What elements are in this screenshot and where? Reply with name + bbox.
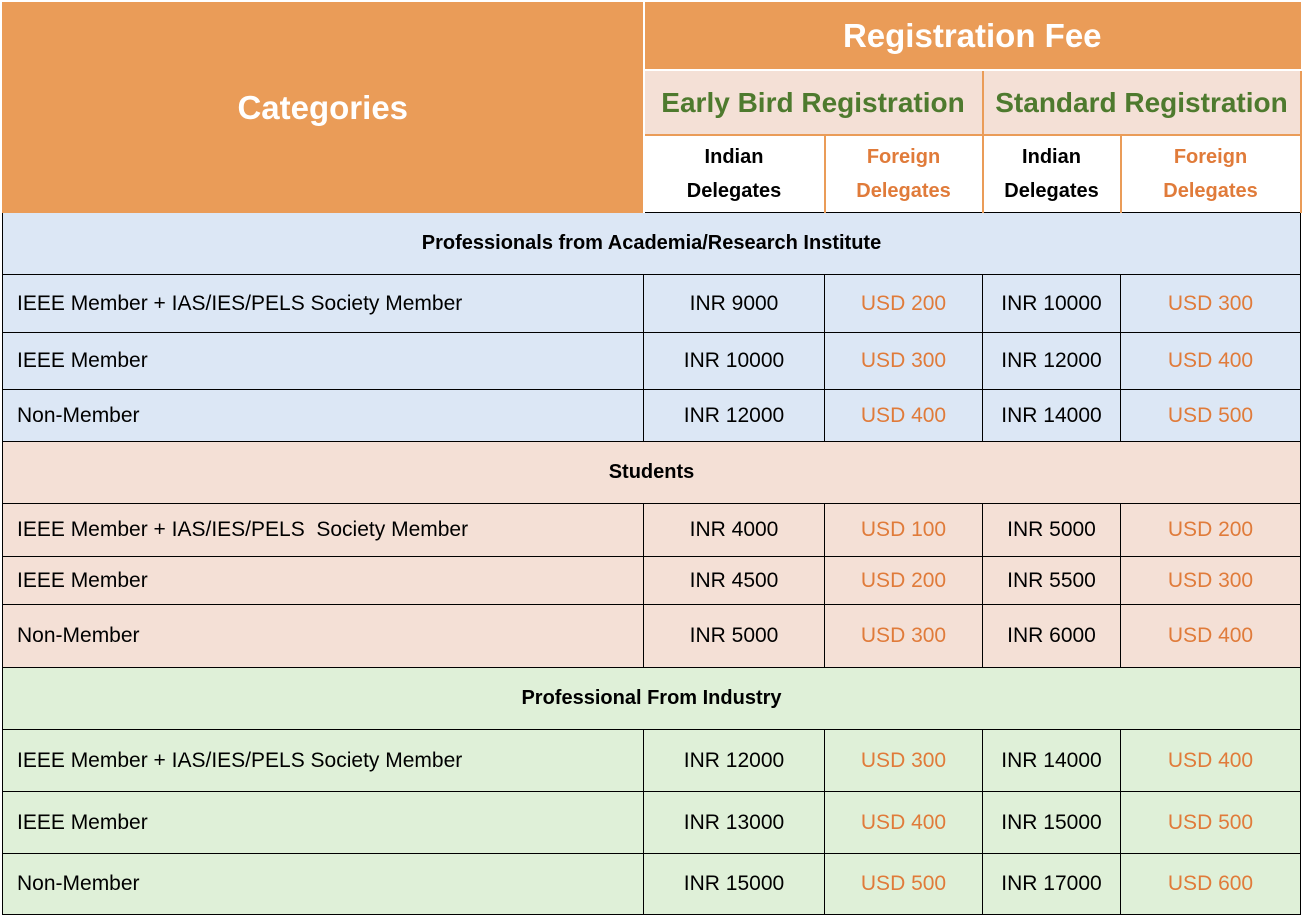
early-bird-foreign-fee: USD 200 [824, 274, 983, 333]
category-cell: IEEE Member [2, 791, 644, 854]
early-bird-header: Early Bird Registration [642, 69, 984, 136]
group-title-students: Students [2, 441, 1301, 504]
early-bird-indian-fee: INR 4500 [643, 556, 825, 605]
early-bird-foreign-fee: USD 100 [824, 503, 983, 557]
standard-foreign-fee: USD 400 [1120, 729, 1301, 792]
group-title-academia: Professionals from Academia/Research Ins… [2, 212, 1301, 275]
standard-foreign-fee: USD 300 [1120, 556, 1301, 605]
standard-foreign-fee: USD 200 [1120, 503, 1301, 557]
standard-foreign-fee: USD 600 [1120, 853, 1301, 915]
standard-indian-fee: INR 14000 [982, 729, 1121, 792]
early-bird-foreign-fee: USD 400 [824, 389, 983, 442]
category-cell: IEEE Member + IAS/IES/PELS Society Membe… [2, 274, 644, 333]
early-bird-indian-fee: INR 10000 [643, 332, 825, 390]
standard-foreign-fee: USD 300 [1120, 274, 1301, 333]
category-cell: IEEE Member + IAS/IES/PELS Society Membe… [2, 503, 644, 557]
standard-foreign-fee: USD 500 [1120, 389, 1301, 442]
early-bird-foreign-header: Foreign Delegates [823, 135, 984, 213]
early-bird-indian-header: Indian Delegates [642, 135, 826, 213]
early-bird-indian-fee: INR 13000 [643, 791, 825, 854]
early-bird-indian-fee: INR 12000 [643, 729, 825, 792]
early-bird-foreign-fee: USD 500 [824, 853, 983, 915]
category-cell: IEEE Member [2, 332, 644, 390]
early-bird-indian-fee: INR 9000 [643, 274, 825, 333]
early-bird-foreign-fee: USD 300 [824, 332, 983, 390]
early-bird-indian-fee: INR 4000 [643, 503, 825, 557]
table-row: IEEE Member + IAS/IES/PELS Society Membe… [2, 274, 1301, 333]
standard-indian-fee: INR 14000 [982, 389, 1121, 442]
standard-indian-header: Indian Delegates [981, 135, 1122, 213]
category-cell: IEEE Member [2, 556, 644, 605]
table-row: Non-Member INR 5000 USD 300 INR 6000 USD… [2, 604, 1301, 668]
category-cell: Non-Member [2, 853, 644, 915]
table-row: IEEE Member INR 13000 USD 400 INR 15000 … [2, 791, 1301, 854]
early-bird-foreign-fee: USD 300 [824, 729, 983, 792]
group-title-industry: Professional From Industry [2, 667, 1301, 730]
table-row: IEEE Member + IAS/IES/PELS Society Membe… [2, 729, 1301, 792]
registration-fee-header: Registration Fee [643, 2, 1301, 71]
early-bird-indian-fee: INR 12000 [643, 389, 825, 442]
table-row: Non-Member INR 12000 USD 400 INR 14000 U… [2, 389, 1301, 442]
standard-foreign-fee: USD 400 [1120, 332, 1301, 390]
standard-indian-fee: INR 17000 [982, 853, 1121, 915]
standard-indian-fee: INR 6000 [982, 604, 1121, 668]
table-row: IEEE Member INR 4500 USD 200 INR 5500 US… [2, 556, 1301, 605]
early-bird-indian-fee: INR 5000 [643, 604, 825, 668]
standard-header: Standard Registration [981, 69, 1302, 136]
standard-indian-fee: INR 12000 [982, 332, 1121, 390]
standard-foreign-fee: USD 400 [1120, 604, 1301, 668]
table-row: IEEE Member + IAS/IES/PELS Society Membe… [2, 503, 1301, 557]
category-cell: IEEE Member + IAS/IES/PELS Society Membe… [2, 729, 644, 792]
early-bird-indian-fee: INR 15000 [643, 853, 825, 915]
standard-foreign-fee: USD 500 [1120, 791, 1301, 854]
standard-indian-fee: INR 15000 [982, 791, 1121, 854]
standard-indian-fee: INR 5000 [982, 503, 1121, 557]
standard-indian-fee: INR 5500 [982, 556, 1121, 605]
table-row: IEEE Member INR 10000 USD 300 INR 12000 … [2, 332, 1301, 390]
table-row: Non-Member INR 15000 USD 500 INR 17000 U… [2, 853, 1301, 915]
category-cell: Non-Member [2, 389, 644, 442]
categories-header: Categories [2, 2, 645, 213]
standard-indian-fee: INR 10000 [982, 274, 1121, 333]
early-bird-foreign-fee: USD 300 [824, 604, 983, 668]
early-bird-foreign-fee: USD 400 [824, 791, 983, 854]
standard-foreign-header: Foreign Delegates [1119, 135, 1302, 213]
early-bird-foreign-fee: USD 200 [824, 556, 983, 605]
category-cell: Non-Member [2, 604, 644, 668]
